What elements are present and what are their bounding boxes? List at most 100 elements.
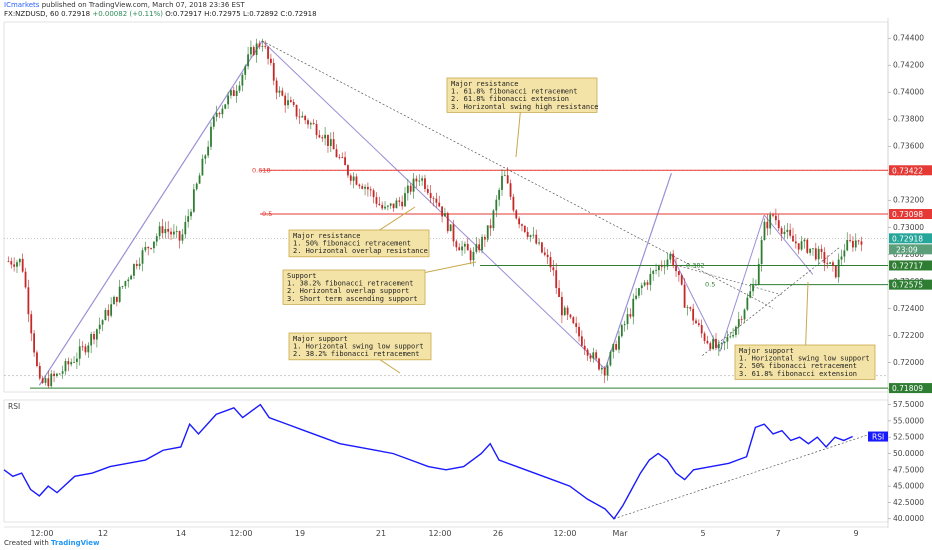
candle-body xyxy=(389,203,392,206)
candle-body xyxy=(820,248,823,252)
candle-body xyxy=(740,319,743,320)
candle-body xyxy=(580,336,583,346)
candle-body xyxy=(609,351,612,366)
candle-body xyxy=(235,90,238,96)
candle-body xyxy=(369,189,372,191)
candle-body xyxy=(375,197,378,204)
high-value: H:0.72975 xyxy=(204,10,241,18)
candle-body xyxy=(58,373,61,375)
price-tick-label: 0.73000 xyxy=(893,223,924,232)
candle-body xyxy=(232,90,235,96)
candle-body xyxy=(683,284,686,308)
candle-body xyxy=(481,236,483,251)
annotation-line: 3. Short term ascending support xyxy=(287,295,418,303)
candle-body xyxy=(703,333,706,341)
open-value: O:0.72917 xyxy=(165,10,202,18)
annotation-box xyxy=(288,229,430,258)
candle-body xyxy=(295,104,298,117)
candle-body xyxy=(789,229,792,236)
annotation-line: 2. Horizontal overlap support xyxy=(287,287,409,295)
fib-dotted-line xyxy=(675,264,783,296)
candle-body xyxy=(415,178,418,182)
candle-body xyxy=(252,47,255,55)
candle-body xyxy=(127,279,130,282)
candle-body xyxy=(786,229,789,232)
candle-body xyxy=(774,215,777,221)
candle-body xyxy=(646,282,649,285)
rsi-tick-label: 55.0000 xyxy=(893,416,924,425)
tradingview-logo[interactable]: TradingView xyxy=(51,539,100,547)
candle-body xyxy=(133,264,135,276)
candle-body xyxy=(569,314,572,318)
candle-body xyxy=(638,288,640,296)
candle-body xyxy=(512,196,515,211)
candle-body xyxy=(489,225,492,229)
candle-body xyxy=(446,213,449,232)
last-price: 0.72918 xyxy=(61,10,91,18)
level-price-tag xyxy=(889,279,932,290)
price-pane xyxy=(3,21,889,393)
candle-body xyxy=(210,126,212,147)
candle-body xyxy=(124,281,127,287)
candle-body xyxy=(198,175,201,184)
candle-body xyxy=(404,193,406,207)
candle-body xyxy=(655,270,657,271)
annotation-box xyxy=(446,77,598,113)
candle-body xyxy=(24,271,27,288)
publish-text: published on TradingView.com, March 07, … xyxy=(41,1,245,9)
candle-body xyxy=(618,336,620,350)
candle-body xyxy=(67,361,70,365)
publish-info: ICmarkets published on TradingView.com, … xyxy=(4,1,245,9)
candle-body xyxy=(33,333,35,353)
candle-body xyxy=(227,95,230,105)
candle-body xyxy=(264,46,267,47)
candle-body xyxy=(503,175,506,177)
candle-body xyxy=(324,134,327,139)
candle-body xyxy=(338,157,341,158)
countdown-label: 23:09 xyxy=(896,245,918,254)
current-price-tag xyxy=(889,233,932,244)
annotation-line: 1. 38.2% fibonacci retracement xyxy=(287,280,413,288)
candle-body xyxy=(170,231,172,235)
candle-body xyxy=(623,324,626,326)
author-name[interactable]: ICmarkets xyxy=(4,1,40,9)
candle-body xyxy=(700,324,703,334)
rsi-tick-label: 45.0000 xyxy=(893,482,924,491)
candle-body xyxy=(578,326,580,337)
candle-body xyxy=(780,228,783,234)
candle-body xyxy=(352,176,355,181)
rsi-tick-label: 42.5000 xyxy=(893,498,924,507)
candle-body xyxy=(652,270,655,274)
candle-body xyxy=(167,228,170,232)
candle-body xyxy=(429,192,432,199)
measure-arrow xyxy=(670,254,721,352)
candle-body xyxy=(546,254,549,258)
candle-body xyxy=(486,225,489,240)
candle-body xyxy=(287,100,289,106)
candle-body xyxy=(218,112,221,115)
candle-body xyxy=(814,248,817,260)
candle-body xyxy=(686,307,689,309)
candle-body xyxy=(307,120,309,125)
candle-body xyxy=(566,307,569,315)
time-tick-label: 12:00 xyxy=(553,529,576,538)
candle-body xyxy=(615,344,618,350)
time-tick-label: 12 xyxy=(98,529,108,538)
candle-body xyxy=(509,183,512,197)
candle-body xyxy=(549,257,552,268)
level-price-tag xyxy=(889,383,932,394)
candle-body xyxy=(50,373,53,387)
candle-body xyxy=(777,220,780,229)
candle-body xyxy=(150,248,152,249)
candle-body xyxy=(84,346,87,353)
measure-arrow xyxy=(38,40,263,386)
level-price-label: 0.73422 xyxy=(892,166,923,175)
candle-body xyxy=(367,186,369,190)
candle-body xyxy=(70,362,73,365)
candle-body xyxy=(81,346,84,348)
candle-body xyxy=(64,361,67,372)
candle-body xyxy=(321,137,324,139)
candle-body xyxy=(241,74,244,86)
candle-body xyxy=(341,157,344,158)
